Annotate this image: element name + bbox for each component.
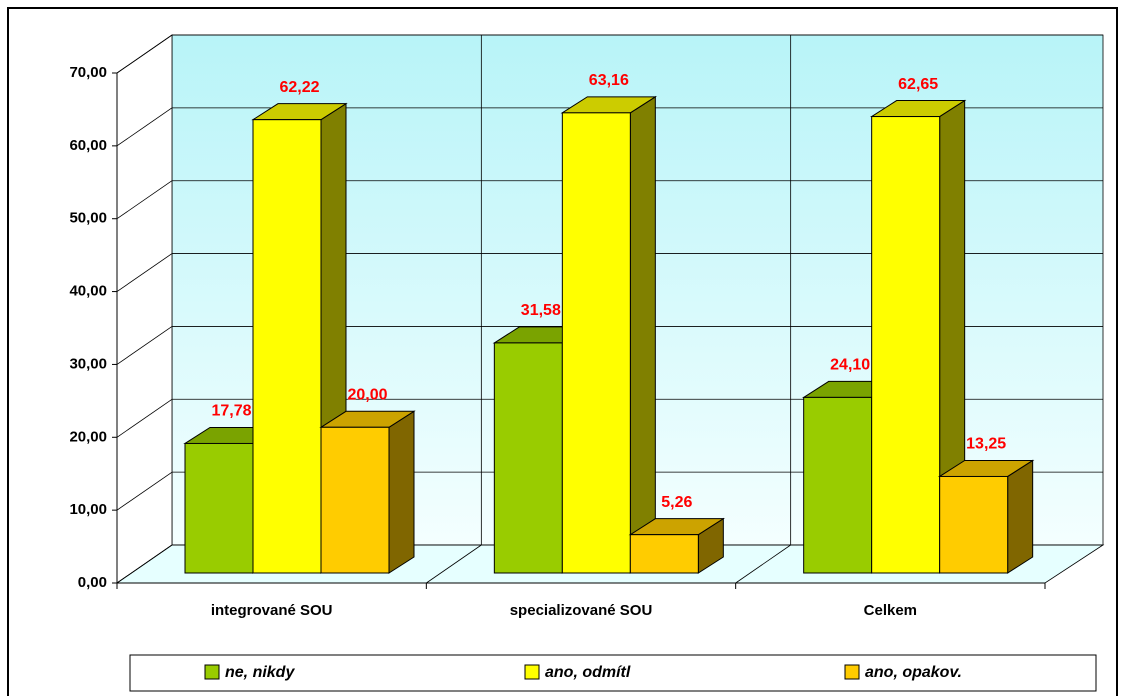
legend-swatch — [524, 664, 540, 680]
x-tick-label: Celkem — [864, 602, 917, 619]
grid-line — [116, 471, 173, 511]
value-label: 24,10 — [830, 357, 870, 374]
bar — [629, 534, 699, 574]
y-tick-label: 40,00 — [69, 283, 107, 300]
legend-swatch — [844, 664, 860, 680]
legend — [129, 654, 1097, 692]
legend-swatch — [204, 664, 220, 680]
grid-line — [116, 544, 173, 584]
bar — [939, 475, 1009, 574]
grid-line — [116, 326, 173, 365]
x-tick-label: specializované SOU — [510, 602, 653, 619]
y-tick-label: 30,00 — [69, 355, 107, 372]
value-label: 20,00 — [347, 387, 387, 404]
bar-side — [629, 95, 656, 574]
y-tick-label: 70,00 — [69, 64, 107, 81]
grid-line — [116, 253, 173, 292]
value-label: 31,58 — [521, 302, 561, 319]
y-tick-label: 0,00 — [78, 574, 107, 591]
bar-side — [1007, 459, 1034, 574]
bar — [184, 442, 254, 574]
bar — [493, 342, 563, 574]
side-wall — [116, 34, 173, 584]
bar — [803, 396, 873, 574]
y-tick-label: 10,00 — [69, 501, 107, 518]
value-label: 62,65 — [898, 76, 938, 93]
y-tick-label: 60,00 — [69, 137, 107, 154]
y-tick-label: 50,00 — [69, 210, 107, 227]
bar — [320, 426, 390, 574]
x-tick-label: integrované SOU — [211, 602, 333, 619]
grid-line — [116, 34, 173, 74]
floor-divider — [426, 544, 482, 584]
value-label: 5,26 — [661, 494, 692, 511]
grid-line — [116, 180, 173, 220]
legend-label: ne, nikdy — [225, 664, 295, 681]
grid-line — [116, 107, 173, 147]
floor-divider — [735, 544, 791, 584]
bar — [252, 119, 322, 574]
value-label: 13,25 — [966, 436, 1006, 453]
legend-label: ano, opakov. — [865, 664, 962, 681]
y-tick-label: 20,00 — [69, 428, 107, 445]
value-label: 62,22 — [279, 79, 319, 96]
value-label: 17,78 — [211, 403, 251, 420]
value-label: 63,16 — [589, 72, 629, 89]
bar — [561, 112, 631, 574]
grid-line — [116, 398, 173, 438]
bar-side — [388, 410, 415, 574]
legend-label: ano, odmítl — [545, 664, 631, 681]
bar — [871, 116, 941, 574]
